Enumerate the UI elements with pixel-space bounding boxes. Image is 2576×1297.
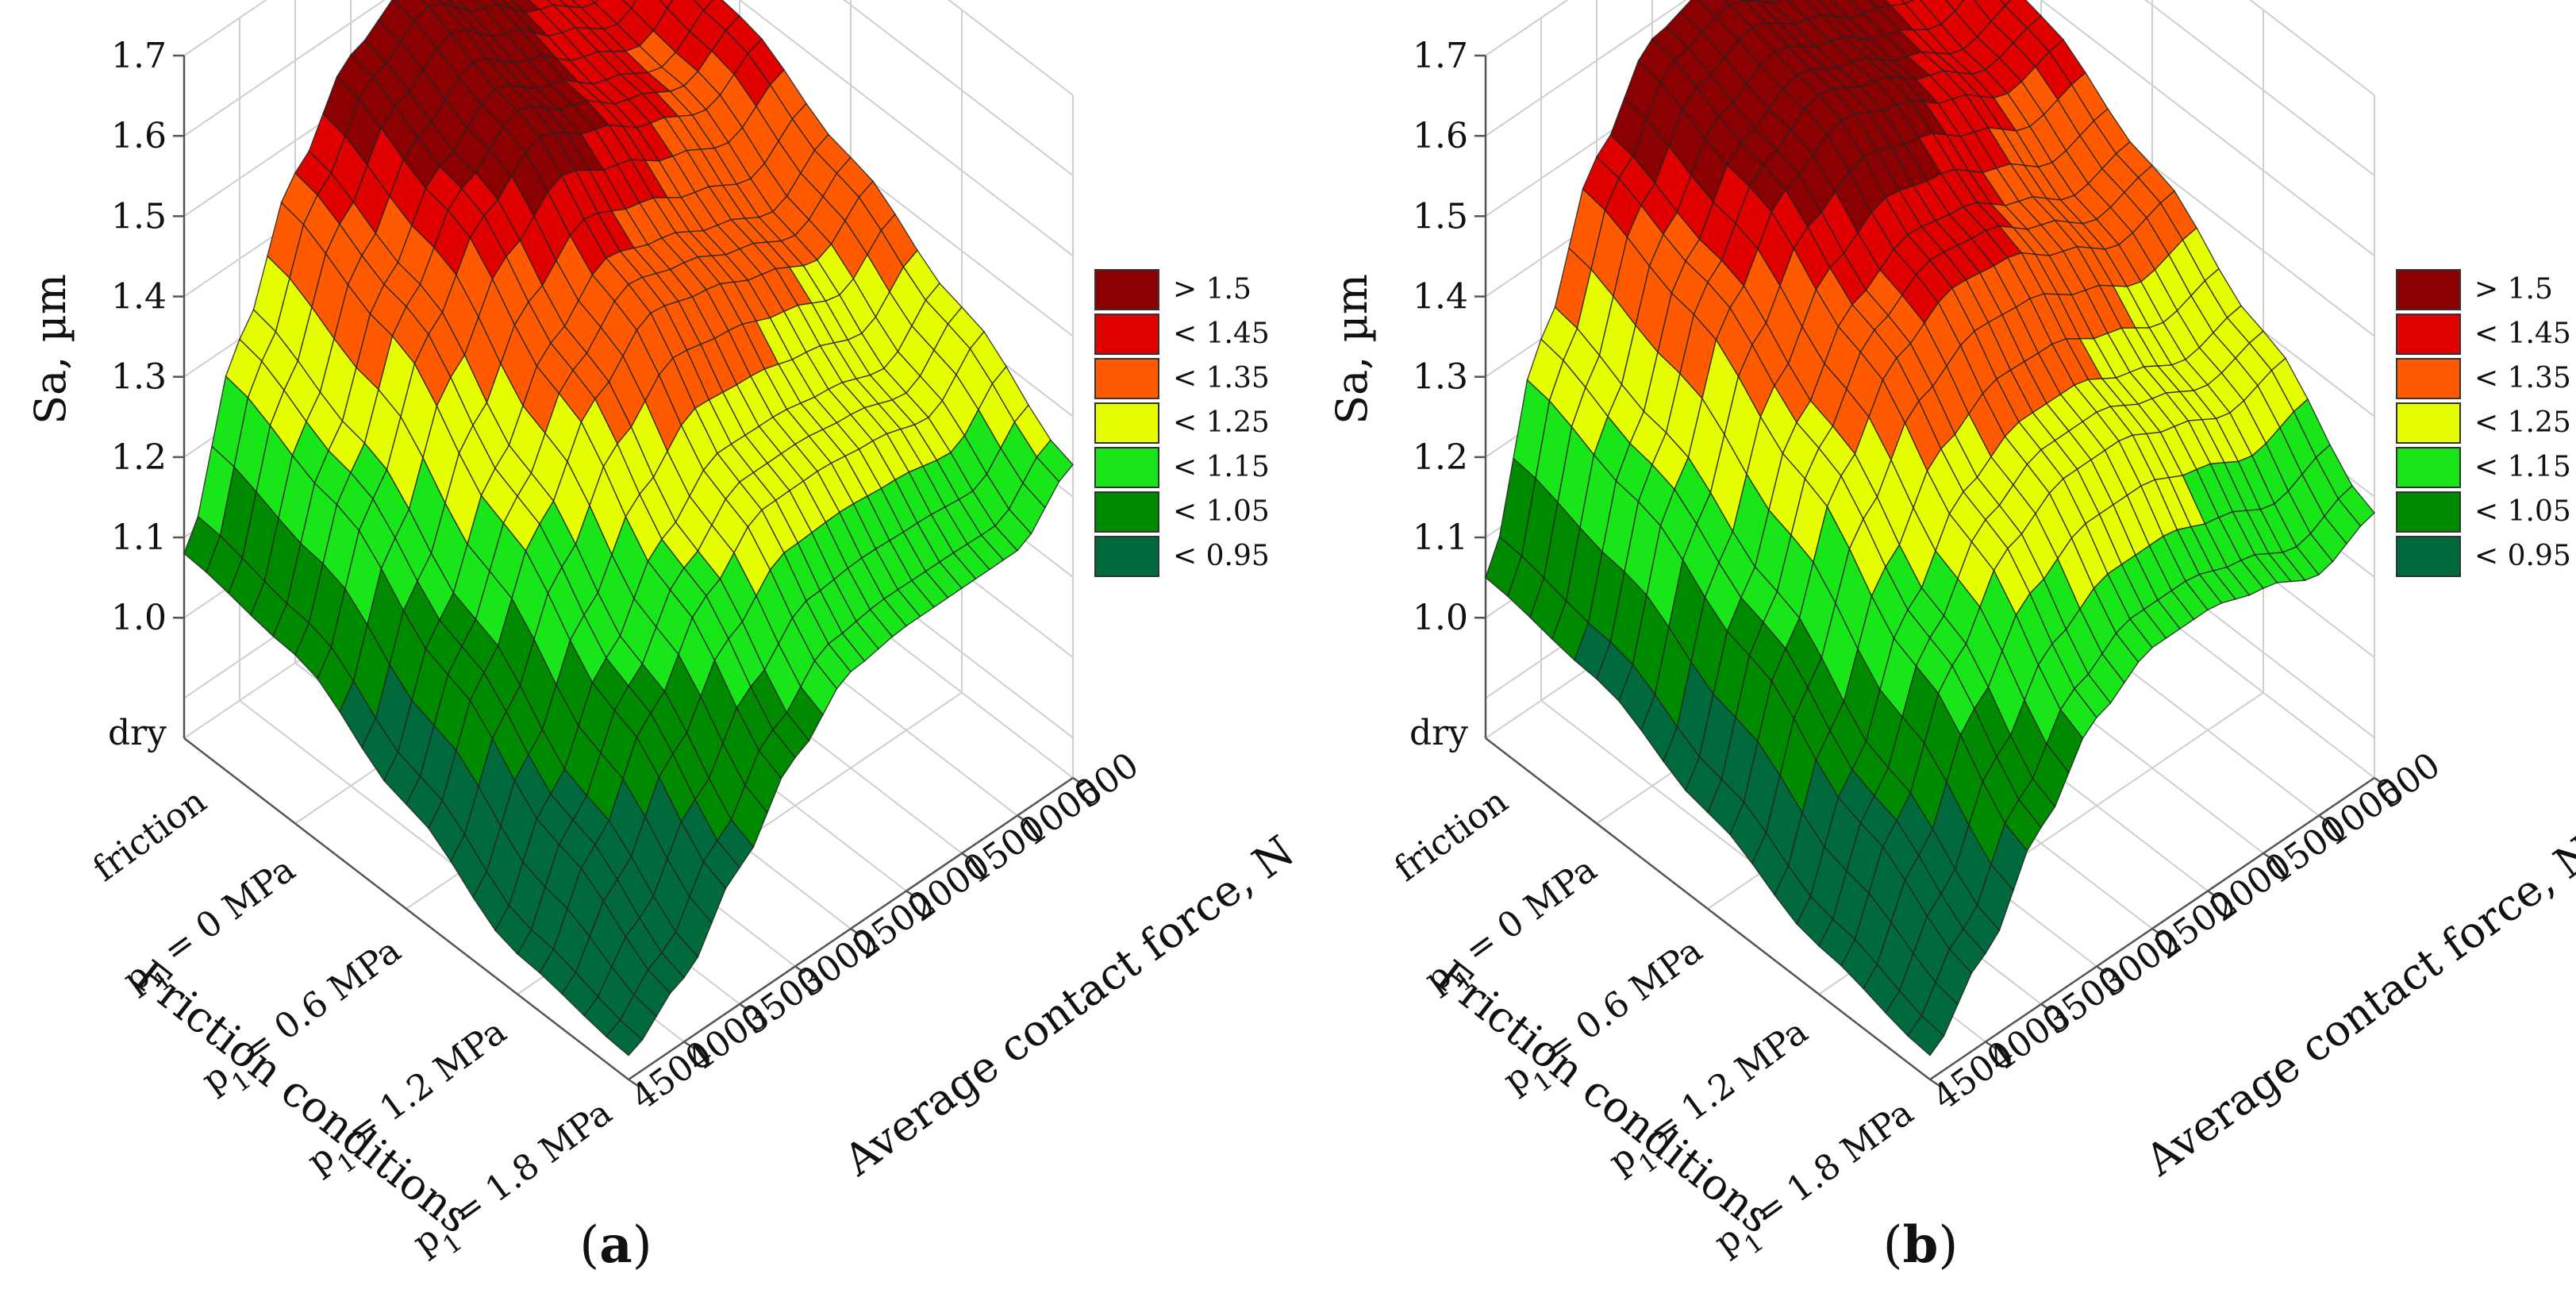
z-tick-label: 1.7 (1413, 36, 1468, 76)
panel-b: 1.7 1.6 1.5 1.4 1.3 1.2 1.1 1.0 dry Sa, µm frictio… (1327, 0, 2576, 1275)
force-tick-mark (2096, 965, 2107, 974)
legend-swatch (2396, 358, 2461, 399)
legend-label: < 1.25 (2474, 406, 2571, 439)
z-tick-label: 1.0 (1413, 598, 1468, 638)
legend-swatch (1094, 491, 1159, 533)
legend-label: < 0.95 (1173, 540, 1270, 572)
force-axis-title: Average contact force, N (834, 826, 1303, 1186)
legend-label: < 1.45 (1173, 318, 1270, 350)
legend-swatch (2396, 491, 2461, 533)
force-tick-mark (628, 1078, 639, 1087)
legend-label: < 1.45 (2474, 318, 2571, 350)
force-tick-mark (961, 852, 972, 861)
force-tick-mark (683, 1041, 694, 1049)
friction-tick-label: dry (1409, 713, 1468, 753)
legend-label: < 0.95 (2474, 540, 2571, 572)
force-tick-mark (2318, 814, 2329, 823)
friction-tick-label: dry (108, 713, 167, 753)
legend-label: > 1.5 (1173, 273, 1251, 306)
legend-label: < 1.15 (1173, 451, 1270, 483)
z-tick-label: 1.3 (1413, 357, 1468, 398)
legend-label: > 1.5 (2474, 273, 2553, 306)
force-axis-title: Average contact force, N (2136, 826, 2576, 1186)
z-tick-label: 1.2 (111, 437, 167, 478)
force-tick-mark (1072, 776, 1083, 786)
legend-swatch (2396, 402, 2461, 444)
legend-label: < 1.05 (1173, 495, 1270, 528)
z-tick-label: 1.2 (1413, 437, 1468, 478)
legend-swatch (2396, 269, 2461, 310)
z-tick-label: 1.4 (111, 277, 167, 318)
legend-swatch (2396, 536, 2461, 577)
force-tick-mark (1985, 1041, 1996, 1049)
surface (1485, 0, 2375, 1056)
surface-patch (1036, 439, 1074, 483)
z-axis-title: Sa, µm (1327, 274, 1377, 425)
friction-axis-line (183, 737, 629, 1080)
legend-swatch (1094, 447, 1159, 488)
legend-label: < 1.15 (2474, 451, 2571, 483)
force-tick-mark (2263, 852, 2274, 861)
force-tick-mark (794, 965, 805, 974)
z-tick-label: 1.6 (1413, 116, 1468, 156)
legend-swatch (1094, 269, 1159, 310)
surface-patch (2337, 484, 2375, 527)
force-tick-mark (1929, 1078, 1940, 1087)
z-tick-label: 1.4 (1413, 277, 1468, 318)
legend-label: < 1.25 (1173, 406, 1270, 439)
z-tick-label: 1.5 (111, 196, 167, 237)
panel-a: 1.7 1.6 1.5 1.4 1.3 1.2 1.1 1.0 dry Sa, µm frictio… (25, 0, 1303, 1275)
force-tick-mark (905, 890, 917, 899)
legend-label: < 1.35 (1173, 362, 1270, 394)
panel-label: (b) (1883, 1215, 1959, 1275)
legend-swatch (1094, 314, 1159, 355)
wall-gridline (183, 0, 1074, 176)
panel-label: (a) (579, 1215, 652, 1275)
friction-tick-label: friction (86, 781, 214, 890)
force-tick-mark (850, 927, 861, 937)
legend-swatch (2396, 447, 2461, 488)
wall-gridline (1485, 0, 2375, 176)
z-ticks: 1.7 1.6 1.5 1.4 1.3 1.2 1.1 1.0 dry (108, 36, 184, 753)
legend-swatch (2396, 314, 2461, 355)
force-tick-mark (739, 1003, 750, 1012)
z-tick-label: 1.6 (111, 116, 167, 156)
force-tick-mark (2207, 890, 2218, 899)
legend: > 1.5 < 1.45 < 1.35 < 1.25 < 1.15 < 1.05 < 0.9… (1094, 269, 1270, 577)
legend-swatch (1094, 402, 1159, 444)
friction-axis-line (1485, 737, 1931, 1080)
force-tick-mark (1017, 814, 1028, 823)
z-tick-label: 1.1 (1413, 518, 1468, 558)
force-tick-mark (2374, 776, 2385, 786)
z-ticks: 1.7 1.6 1.5 1.4 1.3 1.2 1.1 1.0 dry (1409, 36, 1486, 753)
z-tick-label: 1.0 (111, 598, 167, 638)
z-tick-label: 1.1 (111, 518, 167, 558)
surface (183, 0, 1074, 1056)
force-tick-mark (2040, 1003, 2051, 1012)
z-tick-label: 1.5 (1413, 196, 1468, 237)
z-tick-label: 1.3 (111, 357, 167, 398)
legend: > 1.5 < 1.45 < 1.35 < 1.25 < 1.15 < 1.05 < 0.9… (2396, 269, 2571, 577)
legend-swatch (1094, 536, 1159, 577)
friction-tick-label: friction (1387, 781, 1516, 890)
force-tick-mark (2151, 927, 2163, 937)
legend-swatch (1094, 358, 1159, 399)
legend-label: < 1.05 (2474, 495, 2571, 528)
z-axis-title: Sa, µm (25, 274, 75, 425)
z-tick-label: 1.7 (111, 36, 167, 76)
legend-label: < 1.35 (2474, 362, 2571, 394)
